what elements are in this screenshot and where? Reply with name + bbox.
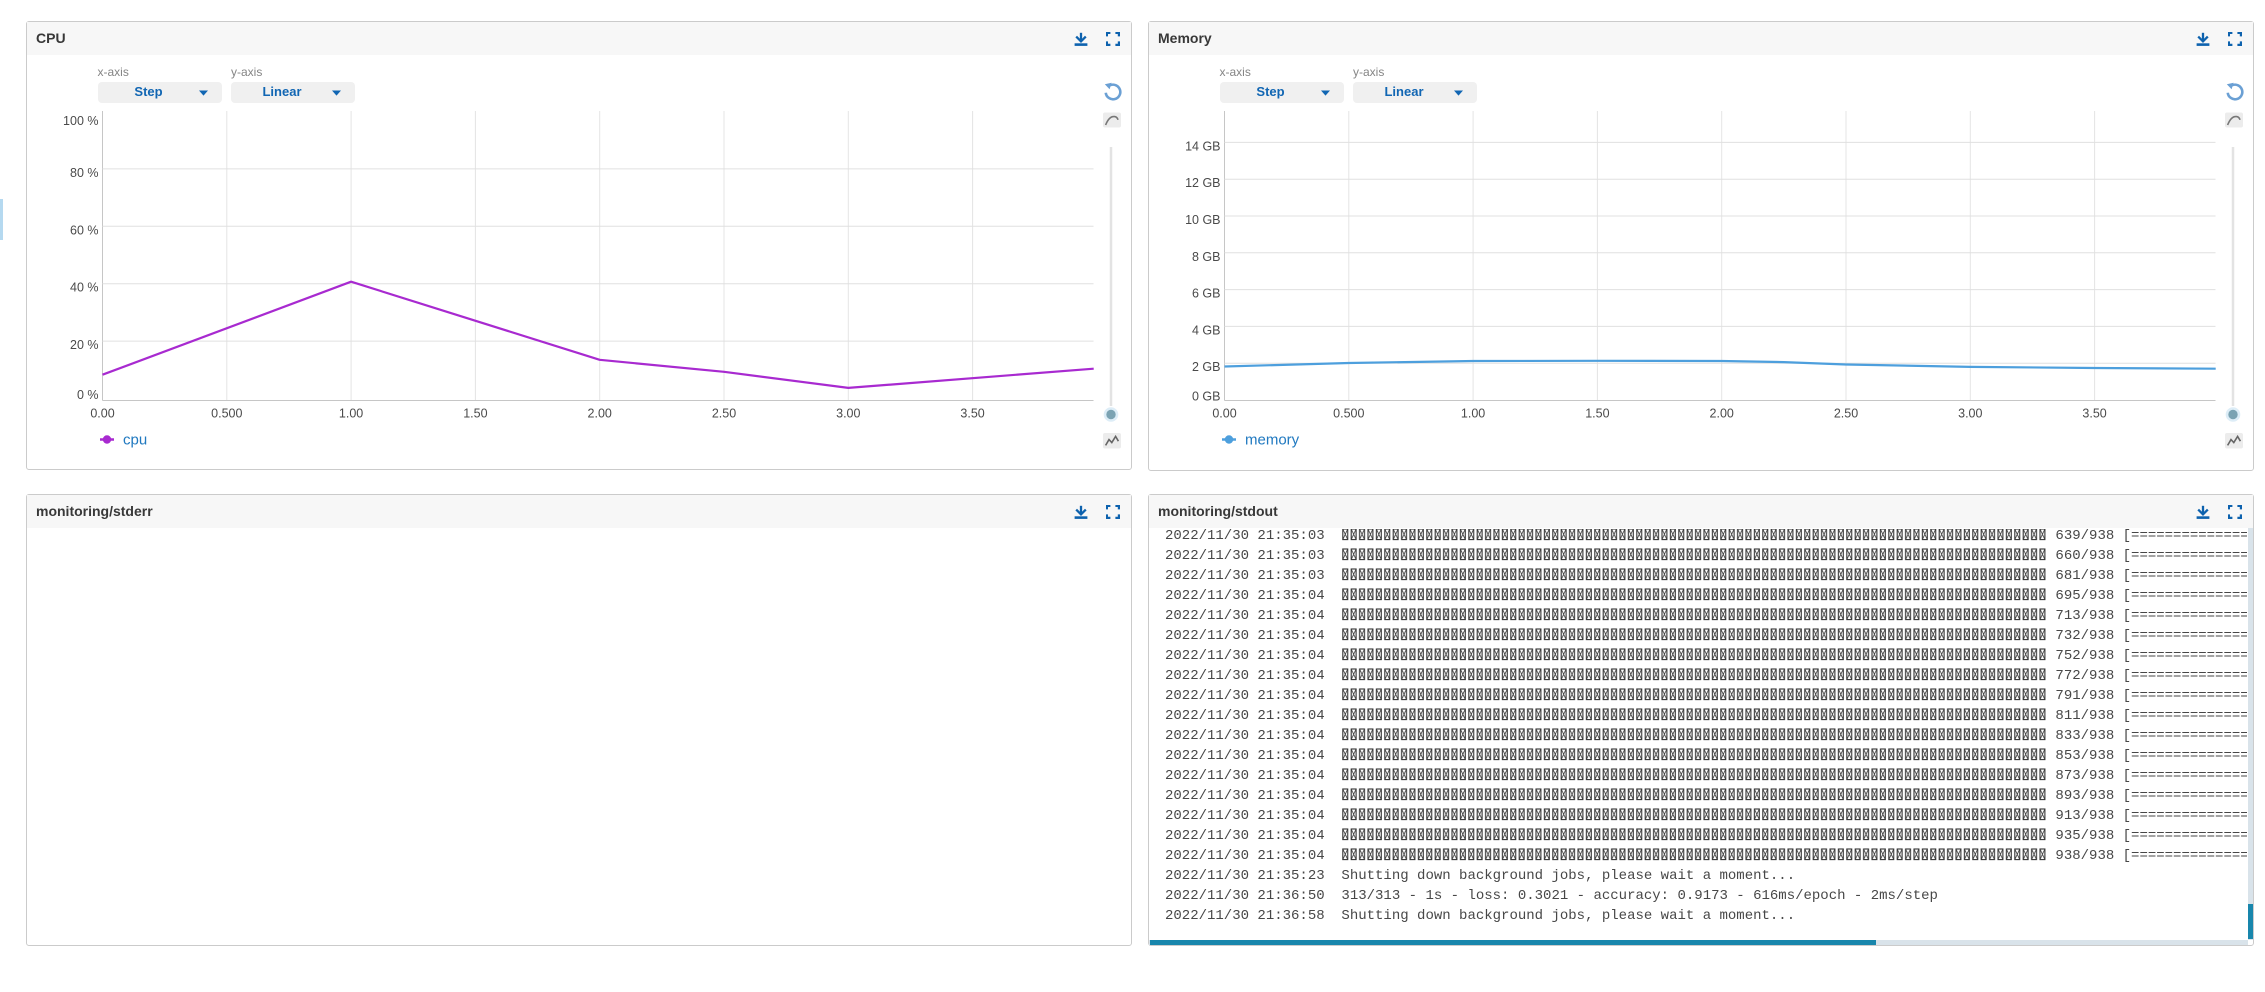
svg-text:0.500: 0.500 [1333, 407, 1364, 421]
svg-text:1.50: 1.50 [463, 407, 487, 421]
svg-text:memory: memory [1245, 432, 1300, 449]
svg-text:0.500: 0.500 [211, 407, 242, 421]
svg-text:0 GB: 0 GB [1192, 390, 1221, 404]
svg-text:8 GB: 8 GB [1192, 250, 1221, 264]
svg-text:1.50: 1.50 [1585, 407, 1609, 421]
svg-text:14 GB: 14 GB [1185, 139, 1220, 153]
svg-text:60 %: 60 % [70, 223, 99, 237]
svg-text:2.00: 2.00 [588, 407, 612, 421]
svg-text:2.00: 2.00 [1710, 407, 1734, 421]
svg-text:3.50: 3.50 [960, 407, 984, 421]
svg-text:3.00: 3.00 [836, 407, 860, 421]
svg-text:40 %: 40 % [70, 281, 99, 295]
svg-text:2 GB: 2 GB [1192, 360, 1221, 374]
svg-text:100 %: 100 % [63, 114, 98, 128]
svg-text:4 GB: 4 GB [1192, 323, 1221, 337]
svg-text:0.00: 0.00 [1212, 407, 1236, 421]
svg-text:1.00: 1.00 [339, 407, 363, 421]
svg-text:1.00: 1.00 [1461, 407, 1485, 421]
svg-text:0.00: 0.00 [90, 407, 114, 421]
svg-text:cpu: cpu [123, 432, 147, 449]
svg-text:80 %: 80 % [70, 166, 99, 180]
svg-text:0 %: 0 % [77, 388, 99, 402]
svg-text:2.50: 2.50 [712, 407, 736, 421]
svg-text:10 GB: 10 GB [1185, 213, 1220, 227]
svg-text:2.50: 2.50 [1834, 407, 1858, 421]
svg-text:20 %: 20 % [70, 338, 99, 352]
svg-text:3.00: 3.00 [1958, 407, 1982, 421]
svg-text:12 GB: 12 GB [1185, 176, 1220, 190]
svg-text:3.50: 3.50 [2082, 407, 2106, 421]
svg-text:6 GB: 6 GB [1192, 287, 1221, 301]
